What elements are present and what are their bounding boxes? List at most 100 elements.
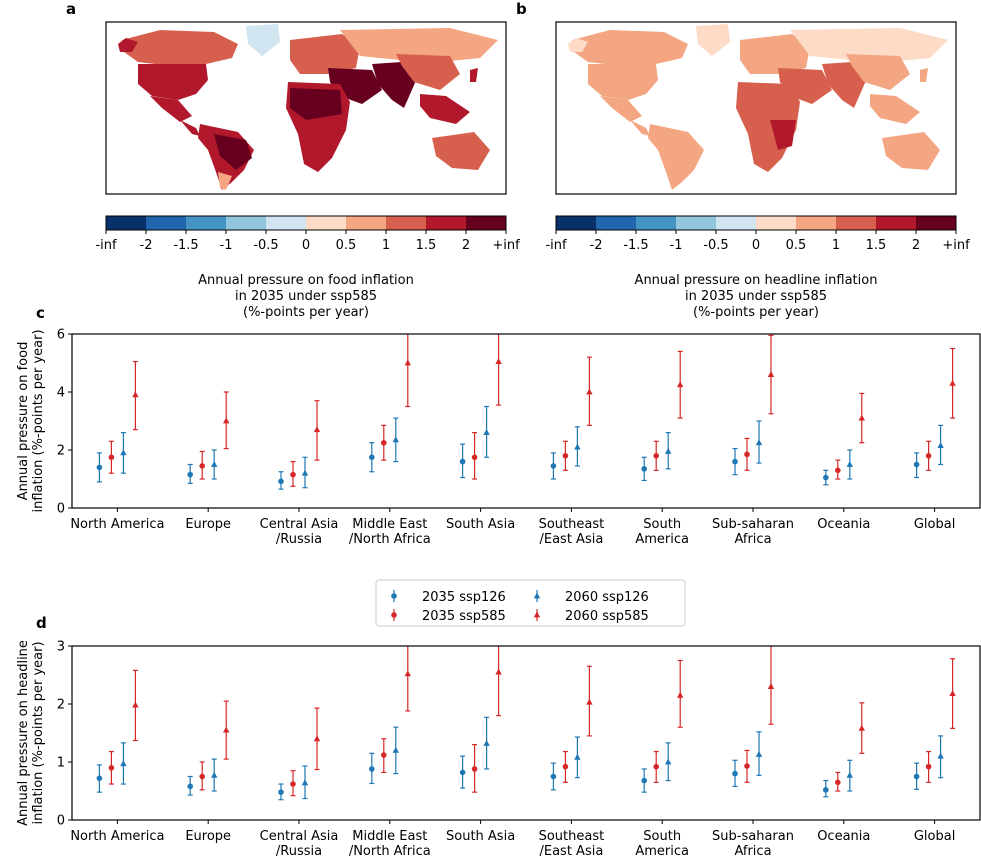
colorbar-a-swatch — [146, 216, 187, 230]
x-tick-label-line: Central Asia — [260, 517, 339, 532]
colorbar-a-tick-label: -inf — [95, 238, 117, 253]
point-2035-ssp585 — [562, 763, 569, 770]
x-tick-label: Southeast/East Asia — [539, 829, 605, 859]
x-tick-label-line: Sub-saharan — [712, 517, 794, 532]
colorbar-b-tick-label: 0 — [752, 238, 760, 253]
point-2035-ssp585 — [381, 752, 387, 758]
colorbar-a: -inf -2 -1.5 -1 -0.5 0 0.5 1 1.5 2 +inf — [95, 215, 520, 253]
point-2060-ssp126 — [483, 429, 490, 435]
plot-frame — [71, 333, 981, 509]
x-tick-label-line: Southeast — [539, 517, 605, 532]
colorbar-a-tick-label: +inf — [492, 238, 520, 253]
x-tick-label-line: Global — [914, 829, 955, 844]
point-2060-ssp585 — [586, 698, 593, 705]
x-tick-label: Global — [914, 517, 955, 532]
colorbar-b-label-line1: Annual pressure on headline inflation — [635, 273, 878, 288]
point-2035-ssp126 — [369, 454, 375, 461]
colorbar-b-swatch — [556, 216, 597, 230]
x-tick-label-line: South — [643, 829, 681, 844]
point-2035-ssp126 — [913, 773, 920, 780]
y-tick-label: 6 — [57, 328, 65, 343]
map-b-canada — [572, 30, 688, 66]
y-axis-label-line: inflation (%-points per year) — [31, 329, 46, 512]
point-2060-ssp126 — [211, 460, 218, 467]
point-2035-ssp585 — [199, 463, 205, 469]
map-a-china — [396, 54, 460, 90]
point-2060-ssp126 — [755, 439, 763, 446]
colorbar-a-label-line3: (%-points per year) — [243, 305, 369, 320]
point-2035-ssp126 — [732, 770, 738, 777]
point-2060-ssp126 — [937, 752, 944, 759]
x-tick-label-line: North America — [70, 517, 164, 532]
map-b-japan — [920, 68, 928, 82]
y-tick-label: 0 — [57, 502, 65, 517]
map-b-south-america — [648, 124, 704, 190]
point-2035-ssp126 — [96, 464, 103, 471]
x-tick-label: North America — [70, 517, 164, 532]
point-2060-ssp585 — [223, 726, 230, 733]
point-2060-ssp585 — [132, 701, 139, 708]
colorbar-b-tick-label: 0.5 — [786, 238, 807, 253]
x-tick-label: South America — [635, 829, 689, 859]
x-tick-label-line: /Russia — [276, 532, 322, 547]
legend-marker — [533, 592, 541, 599]
point-2060-ssp585 — [677, 381, 684, 388]
map-b-alaska — [568, 38, 588, 52]
point-2060-ssp585 — [495, 668, 502, 675]
point-2035-ssp126 — [913, 461, 920, 468]
point-2035-ssp585 — [744, 451, 750, 458]
y-tick-label: 3 — [57, 640, 65, 655]
colorbar-a-tick-label: -2 — [140, 238, 153, 253]
map-b-greenland — [696, 24, 730, 56]
point-2035-ssp585 — [471, 766, 478, 772]
data-points — [96, 646, 956, 801]
x-tick-label-line: Middle East — [352, 829, 427, 844]
point-2060-ssp585 — [949, 379, 956, 386]
colorbar-a-tick-label: 0 — [302, 238, 310, 253]
point-2035-ssp126 — [278, 478, 284, 485]
colorbar-b-tick-label: -2 — [590, 238, 603, 253]
point-2060-ssp585 — [132, 391, 139, 398]
map-a-south-asia — [372, 62, 418, 108]
colorbar-b-swatch — [876, 216, 917, 230]
map-b-central-america — [630, 120, 650, 136]
x-tick-label: Oceania — [817, 517, 870, 532]
point-2035-ssp126 — [369, 766, 375, 772]
x-tick-label: Central Asia/Russia — [260, 829, 339, 859]
data-points — [96, 334, 956, 490]
x-tick-label: Central Asia/Russia — [260, 517, 339, 547]
point-2035-ssp585 — [835, 467, 841, 474]
x-tick-label: Oceania — [817, 829, 870, 844]
x-tick-label: Middle East/North Africa — [349, 517, 431, 547]
point-2035-ssp126 — [187, 471, 193, 478]
point-2060-ssp585 — [858, 724, 865, 731]
point-2035-ssp126 — [550, 463, 557, 469]
point-2060-ssp126 — [665, 447, 672, 454]
point-2060-ssp126 — [846, 771, 853, 778]
y-axis-label-line: Annual pressure on headline — [16, 640, 31, 826]
point-2035-ssp585 — [290, 471, 296, 478]
colorbar-b-swatch — [716, 216, 757, 230]
colorbar-a-swatch — [226, 216, 267, 230]
x-tick-label-line: Africa — [734, 844, 771, 859]
x-tick-label-line: Oceania — [817, 829, 870, 844]
x-tick-label-line: /East Asia — [539, 532, 603, 547]
point-2035-ssp126 — [278, 789, 284, 795]
x-tick-label: Sub-saharan Africa — [712, 517, 794, 547]
point-2060-ssp126 — [755, 750, 763, 757]
point-2035-ssp126 — [823, 474, 829, 481]
point-2035-ssp585 — [108, 454, 115, 461]
x-tick-label: South Asia — [446, 517, 515, 532]
y-tick-label: 2 — [57, 698, 65, 713]
point-2060-ssp126 — [392, 746, 399, 753]
point-2035-ssp585 — [108, 765, 115, 771]
x-tick-label-line: Oceania — [817, 517, 870, 532]
panel-a-letter: a — [66, 0, 76, 18]
point-2035-ssp126 — [459, 458, 466, 465]
point-2035-ssp585 — [562, 453, 569, 459]
colorbar-a-swatch — [186, 216, 227, 230]
map-b-europe — [740, 34, 810, 74]
x-tick-label-line: Africa — [734, 532, 771, 547]
panel-c-plot: 0 2 4 6 Annual pressure on foodinflation (%-… — [16, 328, 981, 547]
legend-label: 2060 ssp585 — [565, 609, 649, 624]
